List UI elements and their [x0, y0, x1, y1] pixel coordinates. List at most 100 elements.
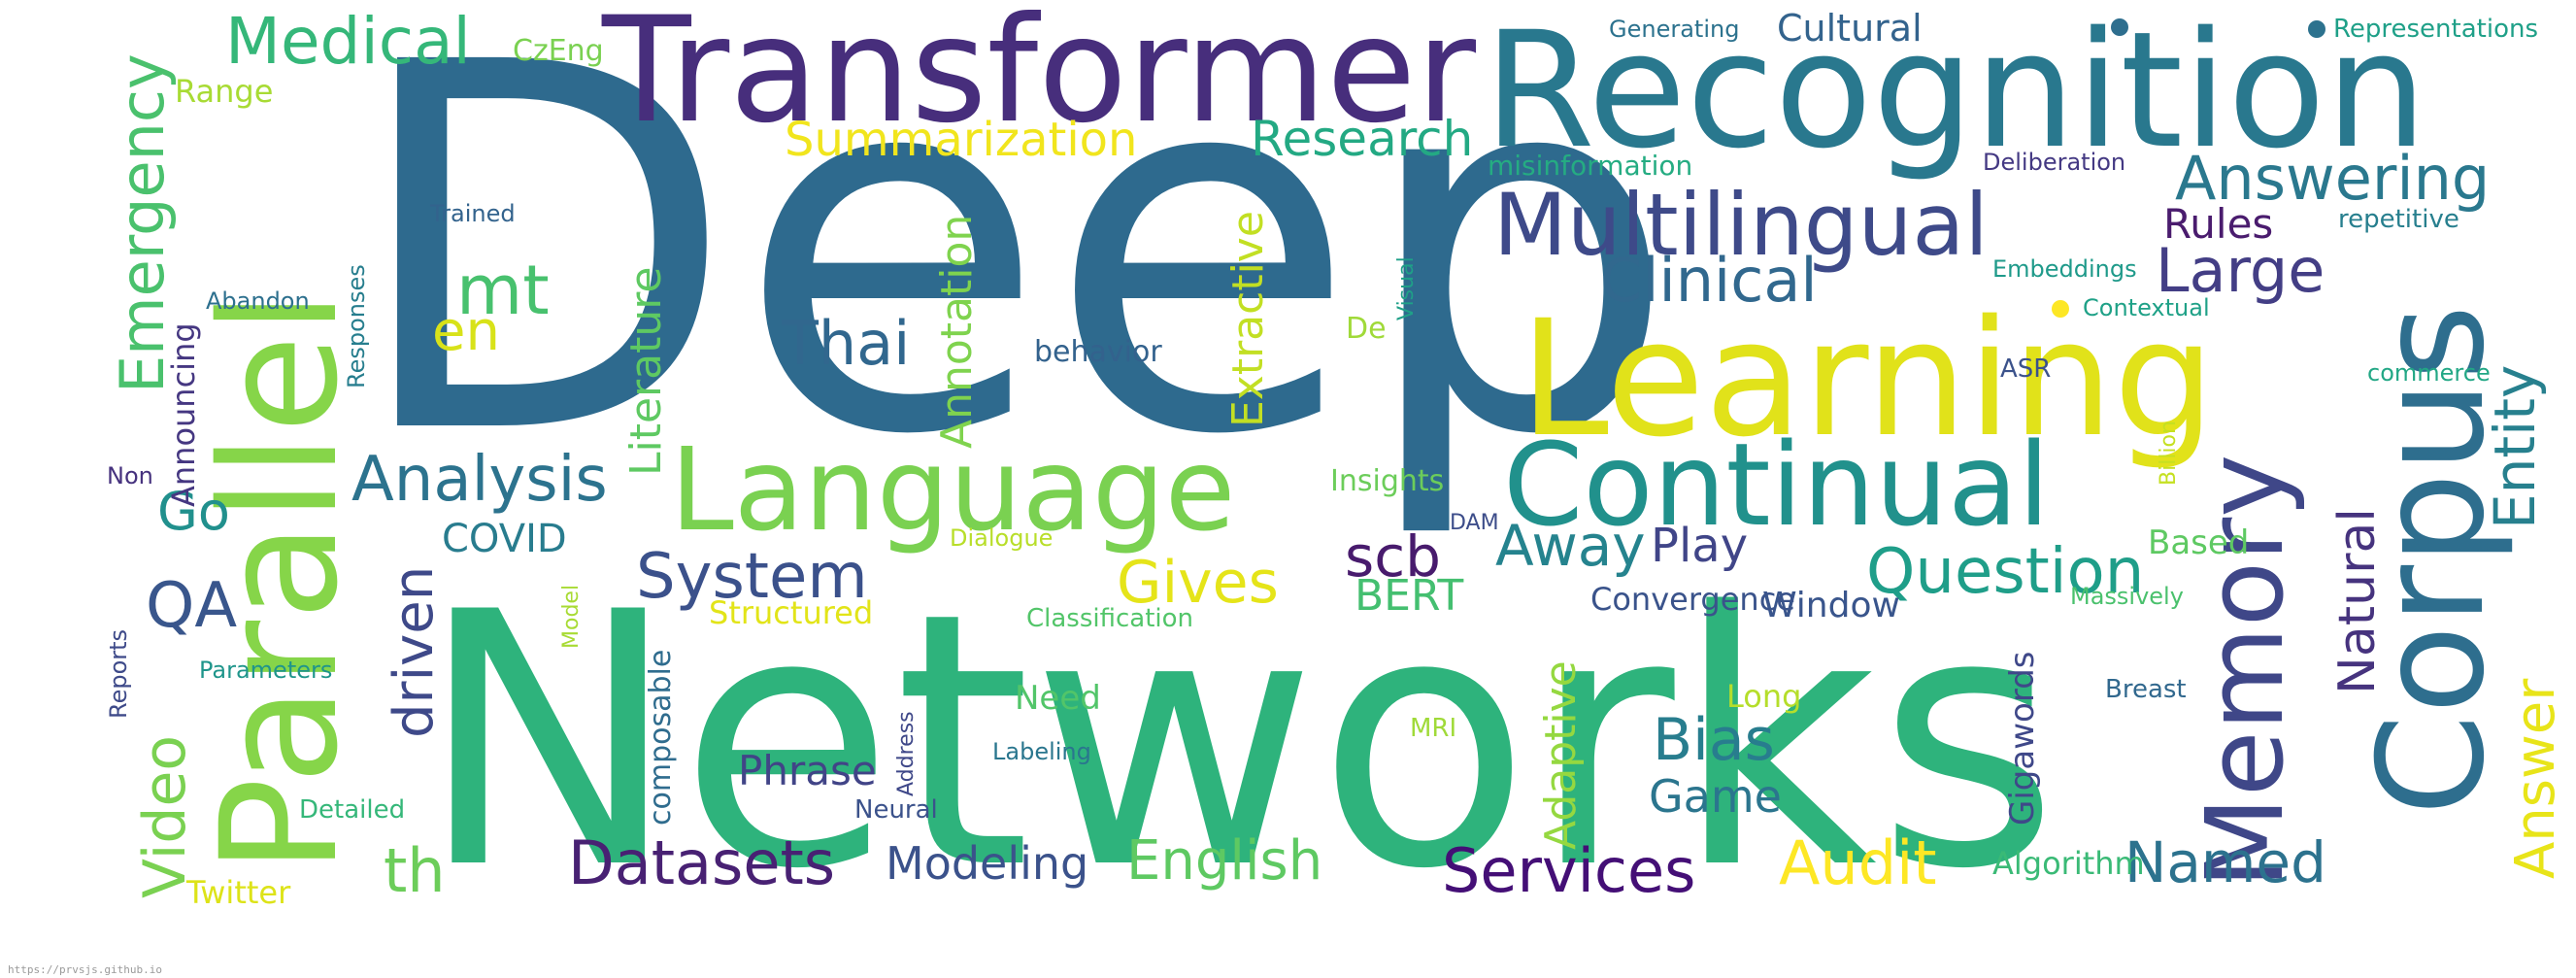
word-window: Window	[1762, 586, 1900, 625]
word-extractive: Extractive	[1223, 211, 1273, 427]
word-audit: Audit	[1779, 827, 1937, 898]
word-analysis: Analysis	[351, 444, 608, 516]
word-commerce: commerce	[2367, 359, 2491, 387]
word-emergency: Emergency	[107, 53, 178, 393]
word-driven: driven	[383, 566, 446, 738]
word-play: Play	[1651, 519, 1748, 573]
word-parallel: Parallel	[186, 290, 373, 874]
word-datasets: Datasets	[568, 827, 835, 898]
word-generating: Generating	[1609, 16, 1739, 43]
word-summarization: Summarization	[785, 113, 1137, 167]
word-rules: Rules	[2163, 200, 2273, 248]
word-classification: Classification	[1026, 604, 1193, 633]
word-literature: Literature	[621, 267, 671, 476]
word-away: Away	[1495, 513, 1646, 579]
word-game: Game	[1649, 770, 1782, 823]
word-system: System	[636, 541, 868, 613]
word-covid: COVID	[442, 517, 567, 561]
word-th: th	[384, 835, 446, 906]
word-long: Long	[1726, 678, 1801, 715]
word-medical: Medical	[225, 4, 471, 79]
word-continual: Continual	[1503, 418, 2050, 552]
word-bias: Bias	[1653, 706, 1775, 774]
footer-url: https://prvsjs.github.io	[8, 963, 162, 976]
word-question: Question	[1866, 536, 2144, 608]
word-large: Large	[2156, 235, 2325, 306]
word-composable: composable	[644, 650, 678, 826]
word-answering: Answering	[2175, 143, 2490, 214]
word-video: Video	[131, 735, 199, 898]
word-czeng: CzEng	[513, 34, 604, 68]
word-phrase: Phrase	[738, 747, 877, 794]
word-billion: Billion	[2157, 421, 2181, 486]
word-networks: Networks	[418, 538, 2059, 945]
word-bert: BERT	[1355, 571, 1463, 621]
word-embeddings: Embeddings	[1992, 255, 2137, 283]
word-parameters: Parameters	[199, 657, 332, 684]
word-gigawords: Gigawords	[2003, 652, 2042, 826]
dot-mark	[2052, 300, 2069, 318]
word-scb: scb	[1345, 523, 1441, 590]
word-deliberation: Deliberation	[1983, 149, 2125, 176]
word-model: Model	[559, 585, 584, 649]
word-de: De	[1346, 312, 1387, 346]
word-non: Non	[107, 462, 153, 489]
word-behavior: behavior	[1034, 335, 1162, 369]
word-structured: Structured	[709, 594, 873, 631]
word-mri: MRI	[1410, 714, 1456, 743]
word-adaptive: Adaptive	[1536, 660, 1586, 850]
word-based: Based	[2148, 523, 2249, 562]
word-convergence: Convergence	[1590, 581, 1795, 618]
word-annotation: Annotation	[932, 215, 982, 449]
word-named: Named	[2124, 829, 2326, 895]
word-cultural: Cultural	[1777, 7, 1923, 50]
word-memory: Memory	[2183, 455, 2307, 889]
word-go: Go	[157, 481, 230, 542]
word-research: Research	[1251, 111, 1473, 167]
word-dam: DAM	[1450, 511, 1499, 535]
dot-mark	[2308, 20, 2325, 38]
word-algorithm: Algorithm	[1992, 845, 2145, 882]
word-thai: Thai	[781, 308, 910, 379]
word-twitter: Twitter	[185, 874, 291, 911]
word-learning: Learning	[1520, 286, 2215, 472]
word-reports: Reports	[105, 629, 132, 719]
word-visual: Visual	[1394, 256, 1419, 320]
word-breast: Breast	[2105, 675, 2187, 704]
word-deep: Deep	[348, 0, 1678, 545]
word-language: Language	[670, 422, 1235, 556]
word-qa: QA	[146, 570, 237, 642]
word-address: Address	[894, 711, 919, 796]
word-range: Range	[175, 73, 273, 110]
word-representations: Representations	[2333, 15, 2538, 44]
word-detailed: Detailed	[299, 795, 405, 825]
word-need: Need	[1015, 679, 1101, 718]
word-repetitive: repetitive	[2338, 205, 2459, 234]
word-responses: Responses	[343, 264, 370, 388]
word-massively: Massively	[2070, 583, 2184, 610]
word-english: English	[1126, 829, 1322, 893]
word-entity: Entity	[2482, 365, 2548, 529]
word-labeling: Labeling	[992, 738, 1091, 765]
word-modeling: Modeling	[886, 837, 1088, 890]
word-natural: Natural	[2328, 508, 2387, 694]
dot-mark	[2111, 18, 2128, 36]
word-answer: Answer	[2504, 678, 2567, 879]
word-en: en	[432, 300, 500, 363]
word-contextual: Contextual	[2083, 294, 2210, 321]
word-mt: mt	[456, 251, 550, 330]
word-corpus: Corpus	[2348, 304, 2517, 816]
word-abandon: Abandon	[206, 287, 310, 315]
word-announcing: Announcing	[165, 322, 202, 507]
word-multilingual: Multilingual	[1493, 175, 1989, 275]
word-neural: Neural	[854, 795, 938, 825]
word-trained: Trained	[429, 200, 516, 227]
word-gives: Gives	[1117, 549, 1279, 617]
word-services: Services	[1442, 835, 1695, 906]
word-clinical: Clinical	[1600, 245, 1818, 316]
word-transformer: Transformer	[601, 0, 1476, 155]
word-recognition: Recognition	[1484, 0, 2427, 184]
word-asr: ASR	[2000, 354, 2051, 384]
word-insights: Insights	[1330, 464, 1444, 498]
